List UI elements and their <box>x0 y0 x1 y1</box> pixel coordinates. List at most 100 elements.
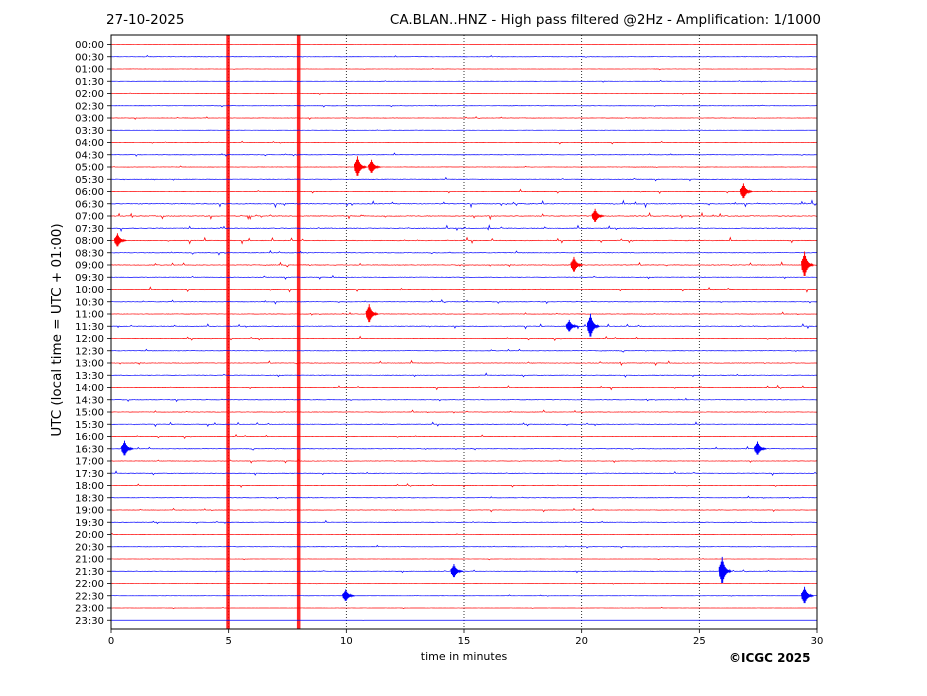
seismic-event <box>354 156 367 176</box>
trace-00:30 <box>110 54 818 58</box>
trace-19:00 <box>110 507 818 513</box>
seismic-event <box>368 159 381 173</box>
trace-14:00 <box>110 384 818 391</box>
trace-16:00 <box>110 434 818 439</box>
x-tick-label: 0 <box>108 636 114 647</box>
disturbance-band <box>296 35 301 629</box>
trace-01:30 <box>110 79 818 83</box>
y-tick-label: 05:30 <box>75 175 104 186</box>
trace-13:30 <box>110 372 818 378</box>
y-tick-label: 22:00 <box>75 579 104 590</box>
trace-22:30 <box>110 594 818 597</box>
y-tick-label: 23:30 <box>75 616 104 627</box>
y-tick-label: 13:30 <box>75 371 104 382</box>
trace-06:00 <box>110 188 818 195</box>
x-tick-label: 25 <box>693 636 706 647</box>
y-tick-label: 12:30 <box>75 346 104 357</box>
seismic-event <box>591 208 605 222</box>
trace-15:00 <box>110 409 818 414</box>
y-tick-label: 18:00 <box>75 481 104 492</box>
trace-21:30 <box>110 569 818 574</box>
trace-20:00 <box>110 533 818 536</box>
y-tick-label: 01:00 <box>75 65 104 76</box>
disturbance-band <box>226 35 230 629</box>
trace-09:30 <box>110 274 818 280</box>
date-label: 27-10-2025 <box>106 12 185 28</box>
seismic-event <box>342 589 355 601</box>
y-tick-label: 09:00 <box>75 261 104 272</box>
seismic-event <box>113 233 127 247</box>
y-tick-label: 19:30 <box>75 518 104 529</box>
trace-13:00 <box>110 359 818 367</box>
trace-18:30 <box>110 495 818 500</box>
seismic-event <box>739 183 753 199</box>
y-tick-label: 11:00 <box>75 310 104 321</box>
seismic-event <box>365 304 379 323</box>
trace-22:00 <box>110 582 818 585</box>
seismic-event <box>121 440 134 456</box>
seismic-event <box>801 586 814 604</box>
trace-02:30 <box>110 104 818 108</box>
trace-19:30 <box>110 519 818 525</box>
y-tick-label: 08:00 <box>75 236 104 247</box>
trace-04:00 <box>110 140 818 145</box>
trace-09:00 <box>110 261 818 268</box>
y-tick-label: 20:00 <box>75 530 104 541</box>
x-tick-label: 15 <box>458 636 471 647</box>
y-tick-label: 21:00 <box>75 555 104 566</box>
trace-08:00 <box>110 236 818 245</box>
trace-15:30 <box>110 421 818 428</box>
trace-23:00 <box>110 606 818 610</box>
y-tick-label: 06:30 <box>75 199 104 210</box>
trace-05:00 <box>110 165 818 168</box>
seismic-event <box>754 441 767 455</box>
y-tick-label: 12:00 <box>75 334 104 345</box>
copyright-label: ©ICGC 2025 <box>729 651 811 665</box>
y-tick-label: 07:30 <box>75 224 104 235</box>
seismic-event <box>586 313 600 337</box>
y-tick-label: 03:30 <box>75 126 104 137</box>
y-tick-label: 07:00 <box>75 212 104 223</box>
chart-title: CA.BLAN..HNZ - High pass filtered @2Hz -… <box>389 12 821 28</box>
y-tick-label: 20:30 <box>75 542 104 553</box>
trace-14:30 <box>110 397 818 403</box>
y-tick-label: 23:00 <box>75 604 104 615</box>
trace-11:30 <box>110 323 818 330</box>
y-tick-label: 09:30 <box>75 273 104 284</box>
y-tick-label: 04:00 <box>75 138 104 149</box>
trace-17:30 <box>110 470 818 477</box>
trace-21:00 <box>110 558 818 561</box>
y-tick-label: 19:00 <box>75 506 104 517</box>
trace-02:00 <box>110 92 818 95</box>
y-tick-label: 15:30 <box>75 420 104 431</box>
trace-05:30 <box>111 176 818 182</box>
trace-07:30 <box>110 224 818 232</box>
y-tick-label: 01:30 <box>75 77 104 88</box>
y-tick-label: 03:00 <box>75 114 104 125</box>
y-tick-label: 02:30 <box>75 101 104 112</box>
y-tick-label: 10:30 <box>75 297 104 308</box>
y-tick-label: 17:30 <box>75 469 104 480</box>
trace-03:00 <box>110 116 818 120</box>
y-tick-label: 21:30 <box>75 567 104 578</box>
trace-07:00 <box>111 211 818 221</box>
y-tick-label: 16:00 <box>75 432 104 443</box>
trace-17:00 <box>110 458 818 464</box>
y-tick-label: 06:00 <box>75 187 104 198</box>
trace-01:00 <box>111 68 818 71</box>
seismic-event <box>450 564 464 578</box>
trace-16:30 <box>110 445 818 451</box>
y-tick-label: 14:30 <box>75 395 104 406</box>
trace-18:00 <box>110 483 818 488</box>
y-tick-label: 11:30 <box>75 322 104 333</box>
y-tick-label: 08:30 <box>75 248 104 259</box>
x-axis-label: time in minutes <box>420 650 508 663</box>
x-tick-label: 20 <box>575 636 588 647</box>
y-tick-label: 10:00 <box>75 285 104 296</box>
trace-04:30 <box>110 152 818 157</box>
trace-10:00 <box>110 286 818 293</box>
y-tick-label: 05:00 <box>75 163 104 174</box>
y-tick-label: 02:00 <box>75 89 104 100</box>
y-tick-label: 18:30 <box>75 493 104 504</box>
